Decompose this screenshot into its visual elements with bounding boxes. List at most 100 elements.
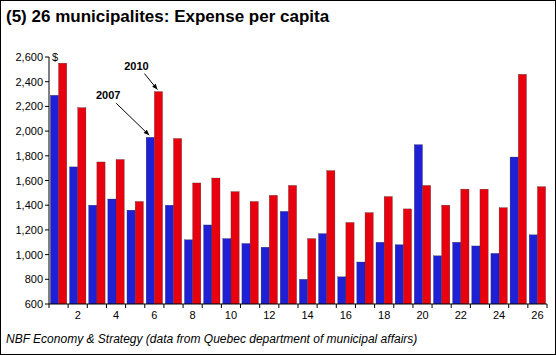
y-tick-label: 2,600: [15, 51, 43, 63]
bar: [193, 183, 201, 304]
y-tick-label: 1,000: [15, 249, 43, 261]
bar: [231, 192, 239, 304]
series-label: 2010: [124, 60, 148, 72]
x-tick: [508, 304, 509, 308]
source: NBF Economy & Strategy (data from Quebec…: [6, 332, 417, 346]
x-tick-label: 14: [301, 309, 313, 321]
x-tick: [163, 304, 164, 308]
x-tick: [202, 304, 203, 308]
y-tick: [45, 57, 49, 58]
bar: [499, 208, 507, 304]
bar: [78, 108, 86, 304]
bar: [288, 185, 296, 304]
y-tick: [45, 254, 49, 255]
bar: [146, 137, 154, 304]
y-tick: [45, 131, 49, 132]
x-tick: [106, 304, 107, 308]
bar: [299, 279, 307, 304]
y-tick-label: 2,000: [15, 125, 43, 137]
y-tick-label: 1,400: [15, 199, 43, 211]
x-tick: [451, 304, 452, 308]
bar: [357, 262, 365, 304]
bar: [510, 157, 518, 304]
x-tick-label: 6: [151, 309, 157, 321]
x-tick-label: 18: [378, 309, 390, 321]
y-tick: [45, 229, 49, 230]
bar: [174, 139, 182, 304]
x-tick-label: 22: [455, 309, 467, 321]
bars: [50, 63, 545, 304]
x-tick-label: 10: [225, 309, 237, 321]
bar: [204, 225, 212, 304]
chart: (5) 26 municipalites: Expense per capita…: [0, 0, 556, 355]
y-tick: [45, 304, 49, 305]
bar: [384, 197, 392, 304]
bar: [491, 253, 499, 304]
bar: [212, 178, 220, 304]
arrow: [144, 74, 157, 90]
bar: [537, 187, 545, 304]
y-tick: [45, 180, 49, 181]
bar: [269, 195, 277, 304]
series-label: 2007: [96, 89, 120, 101]
title: (5) 26 municipalites: Expense per capita: [6, 7, 330, 26]
bar: [338, 277, 346, 304]
bar: [472, 246, 480, 304]
y-tick: [45, 279, 49, 280]
y-tick: [45, 205, 49, 206]
bar: [433, 256, 441, 304]
x-tick-label: 24: [493, 309, 505, 321]
x-tick-label: 2: [75, 309, 81, 321]
bar: [308, 239, 316, 304]
y-tick: [45, 81, 49, 82]
x-tick: [547, 304, 548, 308]
frame: [1, 1, 556, 355]
y-tick-label: 1,200: [15, 224, 43, 236]
bar: [97, 162, 105, 304]
bar: [365, 213, 373, 304]
bar: [70, 167, 78, 304]
bar: [135, 201, 143, 304]
bar: [154, 92, 162, 304]
x-tick-label: 16: [340, 309, 352, 321]
x-tick-label: 12: [263, 309, 275, 321]
bar: [165, 205, 173, 304]
x-tick: [183, 304, 184, 308]
arrow-head: [152, 84, 157, 90]
bar: [108, 199, 116, 304]
bar: [280, 211, 288, 304]
bar: [423, 185, 431, 304]
x-tick: [355, 304, 356, 308]
x-tick: [432, 304, 433, 308]
x-tick: [374, 304, 375, 308]
x-tick: [259, 304, 260, 308]
arrow: [116, 103, 149, 135]
bar: [461, 189, 469, 304]
x-tick: [470, 304, 471, 308]
x-tick: [527, 304, 528, 308]
bar: [346, 222, 354, 304]
bar: [395, 245, 403, 304]
bar: [250, 201, 258, 304]
bar: [116, 160, 124, 304]
bar: [89, 205, 97, 304]
y-unit: $: [52, 51, 58, 63]
x-tick: [412, 304, 413, 308]
x-tick: [49, 304, 50, 308]
x-tick-label: 20: [416, 309, 428, 321]
x-tick: [317, 304, 318, 308]
x-tick: [221, 304, 222, 308]
bar: [184, 240, 192, 304]
bar: [327, 171, 335, 304]
bar: [376, 242, 384, 304]
y-tick: [45, 106, 49, 107]
bar: [442, 205, 450, 304]
bar: [261, 247, 269, 304]
x-tick: [87, 304, 88, 308]
x-tick: [298, 304, 299, 308]
bar: [59, 63, 67, 304]
x-tick: [240, 304, 241, 308]
bar: [518, 74, 526, 304]
bar: [403, 209, 411, 304]
arrow-head: [144, 130, 150, 136]
